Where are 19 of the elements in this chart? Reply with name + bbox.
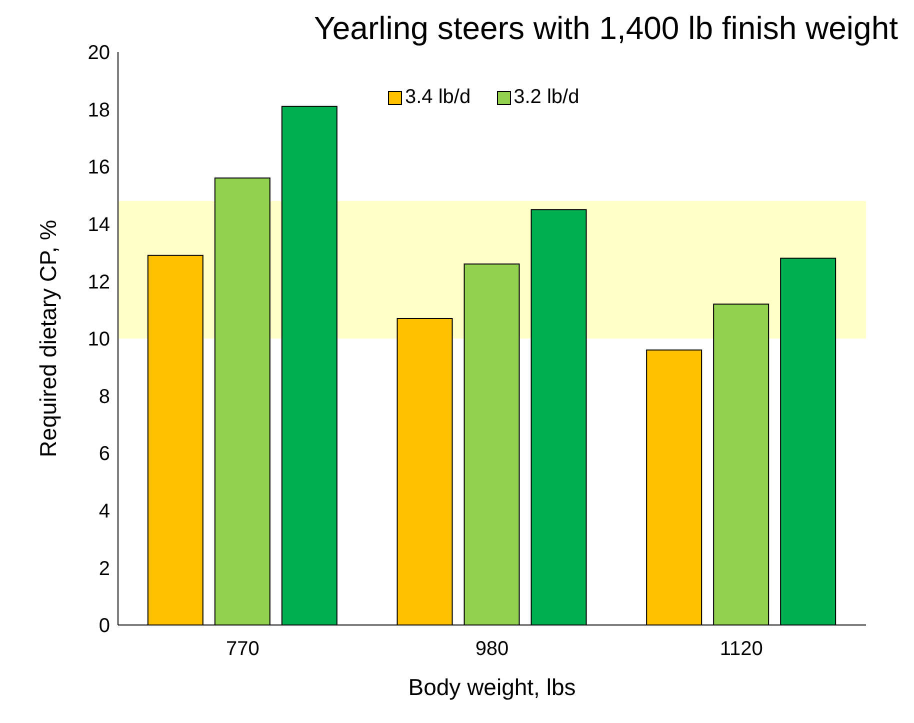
x-axis-title: Body weight, lbs [408, 674, 576, 700]
y-tick-label: 4 [98, 500, 110, 522]
y-axis-title: Required dietary CP, % [35, 220, 62, 458]
y-tick-label: 16 [88, 156, 110, 179]
y-tick-label: 20 [88, 42, 110, 64]
x-tick-label: 980 [475, 638, 509, 660]
y-tick-label: 8 [98, 386, 110, 408]
legend-label: 3.2 lb/d [512, 86, 580, 109]
x-tick-label: 1120 [720, 638, 763, 660]
y-tick-label: 2 [98, 558, 110, 580]
y-tick-label: 12 [88, 271, 110, 294]
y-tick-label: 18 [88, 99, 110, 122]
y-tick-label: 14 [88, 214, 110, 236]
y-tick-label: 10 [88, 328, 110, 351]
x-tick-label: 770 [226, 638, 260, 660]
y-tick-label: 6 [98, 443, 110, 466]
legend-label: 3.4 lb/d [404, 86, 471, 109]
y-tick-label: 0 [98, 615, 110, 638]
chart-title: Yearling steers with 1,400 lb finish weight [312, 10, 898, 47]
